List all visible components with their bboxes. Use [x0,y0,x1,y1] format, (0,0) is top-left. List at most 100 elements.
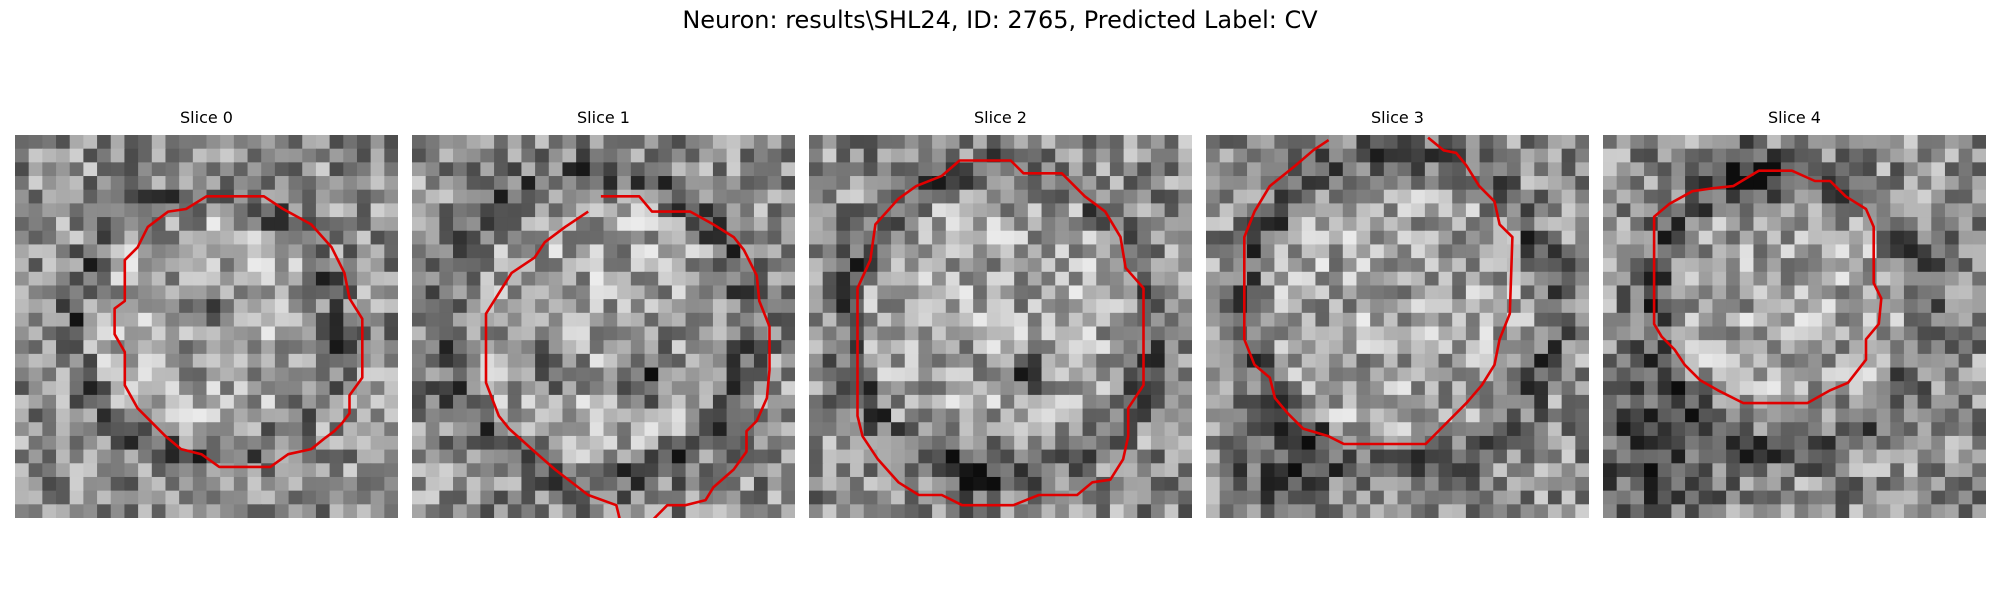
pixel [904,408,920,423]
pixel [1150,449,1166,464]
pixel [740,394,755,410]
pixel [1931,258,1946,273]
pixel [548,367,564,382]
pixel [1206,504,1221,518]
pixel [56,504,71,518]
pixel [658,340,673,355]
pixel [1164,435,1179,451]
pixel [521,258,536,273]
pixel [370,244,385,259]
pixel [535,312,550,328]
pixel [1109,367,1125,382]
pixel [1903,381,1919,396]
pixel [1685,135,1700,150]
pixel [630,299,646,314]
pixel [1671,449,1686,464]
pixel [644,230,659,246]
pixel [466,326,481,341]
pixel [603,367,618,382]
pixel [1630,476,1645,492]
pixel [1958,504,1973,518]
pixel [151,299,167,314]
pixel [1219,422,1234,437]
pixel [658,463,673,478]
pixel [1479,299,1494,314]
pixel [1383,148,1399,163]
pixel [1876,476,1891,492]
pixel [343,230,358,246]
pixel [1671,381,1686,396]
pixel [891,230,906,246]
pixel [589,422,605,437]
pixel [1370,148,1385,163]
pixel [1411,504,1426,518]
pixel [850,476,865,492]
pixel [1603,285,1618,300]
pixel [1068,312,1084,328]
pixel [1465,162,1481,177]
pixel [370,162,385,177]
pixel [1479,449,1494,464]
pixel [151,135,167,150]
pixel [206,490,221,505]
pixel [1233,203,1248,218]
pixel [809,285,824,300]
pixel [809,244,824,259]
pixel [1068,353,1084,369]
pixel [1534,299,1549,314]
pixel [356,244,372,259]
pixel [1288,135,1303,150]
pixel [1972,422,1986,437]
pixel [1206,299,1221,314]
pixel [1068,476,1084,492]
pixel [822,299,837,314]
pixel [1671,244,1686,259]
pixel [1027,449,1043,464]
pixel [699,476,714,492]
pixel [535,476,550,492]
pixel [329,476,344,492]
pixel [877,312,892,328]
pixel [507,312,523,328]
pixel [535,326,550,341]
pixel [1876,299,1891,314]
pixel [425,326,440,341]
pixel [261,381,276,396]
pixel [1630,422,1645,437]
pixel [247,476,262,492]
pixel [1506,203,1522,218]
pixel [1465,326,1481,341]
pixel [1164,504,1179,518]
pixel [1219,271,1234,287]
pixel [1342,463,1358,478]
pixel [69,299,84,314]
pixel [425,148,440,163]
pixel [1698,230,1714,246]
pixel [179,312,194,328]
pixel [165,271,180,287]
pixel [439,340,454,355]
pixel [1082,162,1097,177]
pixel [1397,367,1412,382]
pixel [712,312,728,328]
pixel [110,408,126,423]
pixel [1041,244,1056,259]
pixel [617,135,632,150]
pixel [1424,367,1440,382]
pixel [1356,135,1371,150]
pixel [781,449,795,464]
pixel [192,463,208,478]
pixel [630,285,646,300]
pixel [1055,176,1070,191]
pixel [904,244,920,259]
pixel [589,203,605,218]
pixel [1150,135,1166,150]
pixel [1890,422,1905,437]
pixel [302,162,317,177]
pixel [1726,504,1741,518]
pixel [945,504,961,518]
pixel [1958,422,1973,437]
pixel [1739,476,1755,492]
pixel [822,230,837,246]
pixel [1931,408,1946,423]
